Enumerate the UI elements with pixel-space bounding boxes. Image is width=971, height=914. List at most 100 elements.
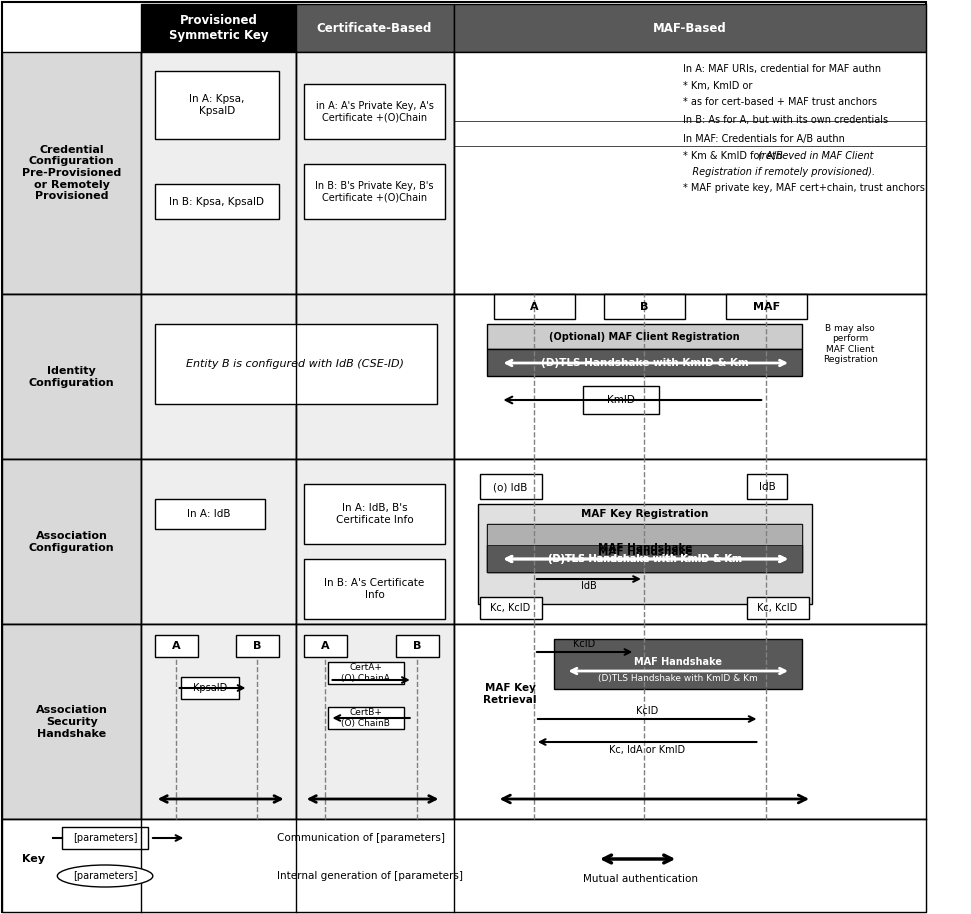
FancyBboxPatch shape [480,597,542,619]
Text: Certificate-Based: Certificate-Based [317,22,432,35]
FancyBboxPatch shape [2,52,142,294]
Text: In A: MAF URIs, credential for MAF authn: In A: MAF URIs, credential for MAF authn [683,64,881,74]
Text: * Km & KmID for A/B: * Km & KmID for A/B [683,151,787,161]
Text: A: A [320,641,329,651]
FancyBboxPatch shape [304,164,445,219]
Text: In A: IdB: In A: IdB [187,509,231,519]
FancyBboxPatch shape [583,386,659,414]
FancyBboxPatch shape [142,52,296,294]
FancyBboxPatch shape [487,324,802,349]
Text: Registration if remotely provisioned).: Registration if remotely provisioned). [683,167,875,177]
Text: Association
Security
Handshake: Association Security Handshake [36,706,108,739]
Text: B: B [414,641,421,651]
FancyBboxPatch shape [296,52,453,294]
Text: MAF Key
Retrieval: MAF Key Retrieval [484,683,537,705]
Text: in A: A's Private Key, A's
Certificate +(O)Chain: in A: A's Private Key, A's Certificate +… [316,101,433,122]
Text: [parameters]: [parameters] [73,871,137,881]
FancyBboxPatch shape [487,545,802,572]
FancyBboxPatch shape [487,545,802,572]
Text: Kc, KcID: Kc, KcID [757,603,798,613]
FancyBboxPatch shape [62,827,148,849]
FancyBboxPatch shape [304,635,347,657]
FancyBboxPatch shape [453,4,925,52]
Text: A: A [529,302,538,312]
FancyBboxPatch shape [142,624,296,819]
Text: Key: Key [22,854,45,864]
FancyBboxPatch shape [142,294,296,459]
Text: A: A [172,641,180,651]
Text: In MAF: Credentials for A/B authn: In MAF: Credentials for A/B authn [683,134,845,144]
Text: (D)TLS Handshake with KmID & Km: (D)TLS Handshake with KmID & Km [598,675,758,684]
FancyBboxPatch shape [487,524,802,572]
Text: MAF Handshake: MAF Handshake [597,547,692,557]
FancyBboxPatch shape [2,2,925,912]
FancyBboxPatch shape [154,635,198,657]
FancyBboxPatch shape [453,52,925,294]
Text: MAF-Based: MAF-Based [653,22,726,35]
Text: IdB: IdB [758,482,776,492]
Ellipse shape [57,865,152,887]
Text: MAF Handshake: MAF Handshake [634,657,722,667]
FancyBboxPatch shape [296,294,453,459]
Text: Association
Configuration: Association Configuration [29,531,115,553]
FancyBboxPatch shape [453,459,925,624]
Text: * Km, KmID or: * Km, KmID or [683,81,753,91]
FancyBboxPatch shape [296,4,453,52]
Text: (D)TLS Handshake with KmID & Km: (D)TLS Handshake with KmID & Km [541,358,749,368]
Text: KpsaID: KpsaID [193,683,227,693]
FancyBboxPatch shape [396,635,440,657]
Text: (retrieved in MAF Client: (retrieved in MAF Client [758,151,874,161]
Text: Internal generation of [parameters]: Internal generation of [parameters] [277,871,463,881]
Text: In B: As for A, but with its own credentials: In B: As for A, but with its own credent… [683,115,888,125]
Text: Communication of [parameters]: Communication of [parameters] [277,833,445,843]
Text: KcID: KcID [636,706,657,716]
Text: CertA+
(O) ChainA: CertA+ (O) ChainA [342,664,390,683]
Text: CertB+
(O) ChainB: CertB+ (O) ChainB [342,708,390,728]
Text: Provisioned
Symmetric Key: Provisioned Symmetric Key [169,14,269,42]
Text: Entity B is configured with IdB (CSE-ID): Entity B is configured with IdB (CSE-ID) [186,359,404,369]
Text: MAF Key Registration: MAF Key Registration [581,509,709,519]
FancyBboxPatch shape [327,707,404,729]
FancyBboxPatch shape [304,84,445,139]
FancyBboxPatch shape [142,459,296,624]
FancyBboxPatch shape [142,4,296,52]
FancyBboxPatch shape [296,459,453,624]
FancyBboxPatch shape [2,624,142,819]
FancyBboxPatch shape [487,349,802,376]
Text: (o) IdB: (o) IdB [493,482,527,492]
FancyBboxPatch shape [747,597,809,619]
FancyBboxPatch shape [453,624,925,819]
Text: In B: Kpsa, KpsaID: In B: Kpsa, KpsaID [169,197,264,207]
Text: In B: B's Private Key, B's
Certificate +(O)Chain: In B: B's Private Key, B's Certificate +… [316,181,434,203]
Text: Kc, IdA or KmID: Kc, IdA or KmID [609,745,685,755]
Text: In B: A's Certificate
Info: In B: A's Certificate Info [324,579,424,600]
Text: KcID: KcID [574,639,596,649]
FancyBboxPatch shape [182,677,239,699]
Text: In A: IdB, B's
Certificate Info: In A: IdB, B's Certificate Info [336,504,414,525]
Text: MAF: MAF [753,302,780,312]
FancyBboxPatch shape [154,499,265,529]
Text: (Optional) MAF Client Registration: (Optional) MAF Client Registration [550,332,740,342]
FancyBboxPatch shape [554,639,802,689]
Text: (D)TLS Handshake with KmID & Km: (D)TLS Handshake with KmID & Km [548,554,742,564]
FancyBboxPatch shape [453,294,925,459]
Text: B: B [640,302,648,312]
Text: KmID: KmID [607,395,635,405]
FancyBboxPatch shape [726,294,807,319]
Text: (D)TLS Handshake with KmID & Km: (D)TLS Handshake with KmID & Km [548,554,742,564]
FancyBboxPatch shape [747,474,787,499]
FancyBboxPatch shape [2,459,142,624]
Text: In A: Kpsa,
KpsaID: In A: Kpsa, KpsaID [189,94,245,116]
FancyBboxPatch shape [2,294,142,459]
Text: Identity
Configuration: Identity Configuration [29,367,115,388]
FancyBboxPatch shape [154,324,437,404]
Text: [parameters]: [parameters] [73,833,137,843]
FancyBboxPatch shape [480,474,542,499]
FancyBboxPatch shape [604,294,685,319]
FancyBboxPatch shape [304,559,445,619]
Text: Mutual authentication: Mutual authentication [583,874,697,884]
Text: B may also
perform
MAF Client
Registration: B may also perform MAF Client Registrati… [822,324,878,364]
FancyBboxPatch shape [154,184,279,219]
Text: * MAF private key, MAF cert+chain, trust anchors: * MAF private key, MAF cert+chain, trust… [683,183,924,193]
Text: MAF Handshake: MAF Handshake [597,543,692,553]
